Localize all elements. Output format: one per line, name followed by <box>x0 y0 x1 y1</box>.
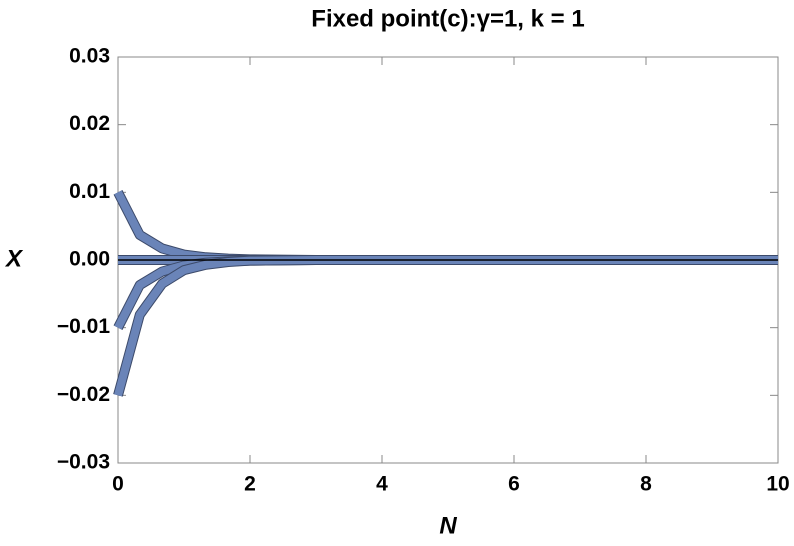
y-tick-label: 0.00 <box>69 248 110 271</box>
x-tick-label: 10 <box>766 473 789 496</box>
y-tick-label: 0.03 <box>69 45 110 68</box>
chart-title: Fixed point(c):γ=1, k = 1 <box>311 5 584 32</box>
series-outline <box>113 255 778 397</box>
y-tick-label: −0.02 <box>57 383 110 406</box>
series-outline <box>113 190 778 265</box>
series-outline <box>113 255 778 330</box>
y-tick-label: −0.01 <box>57 315 110 338</box>
y-axis-label: X <box>4 245 24 272</box>
y-tick-label: 0.01 <box>69 180 110 203</box>
x-tick-label: 0 <box>112 473 124 496</box>
series-line <box>114 190 778 264</box>
y-tick-label: 0.02 <box>69 112 110 135</box>
series-line <box>114 256 778 397</box>
y-tick-label: −0.03 <box>57 451 110 474</box>
x-axis-label: N <box>439 512 457 539</box>
x-tick-label: 4 <box>376 473 388 496</box>
x-tick-label: 2 <box>244 473 256 496</box>
series-line <box>114 256 778 330</box>
x-tick-label: 8 <box>640 473 652 496</box>
x-tick-label: 6 <box>508 473 520 496</box>
